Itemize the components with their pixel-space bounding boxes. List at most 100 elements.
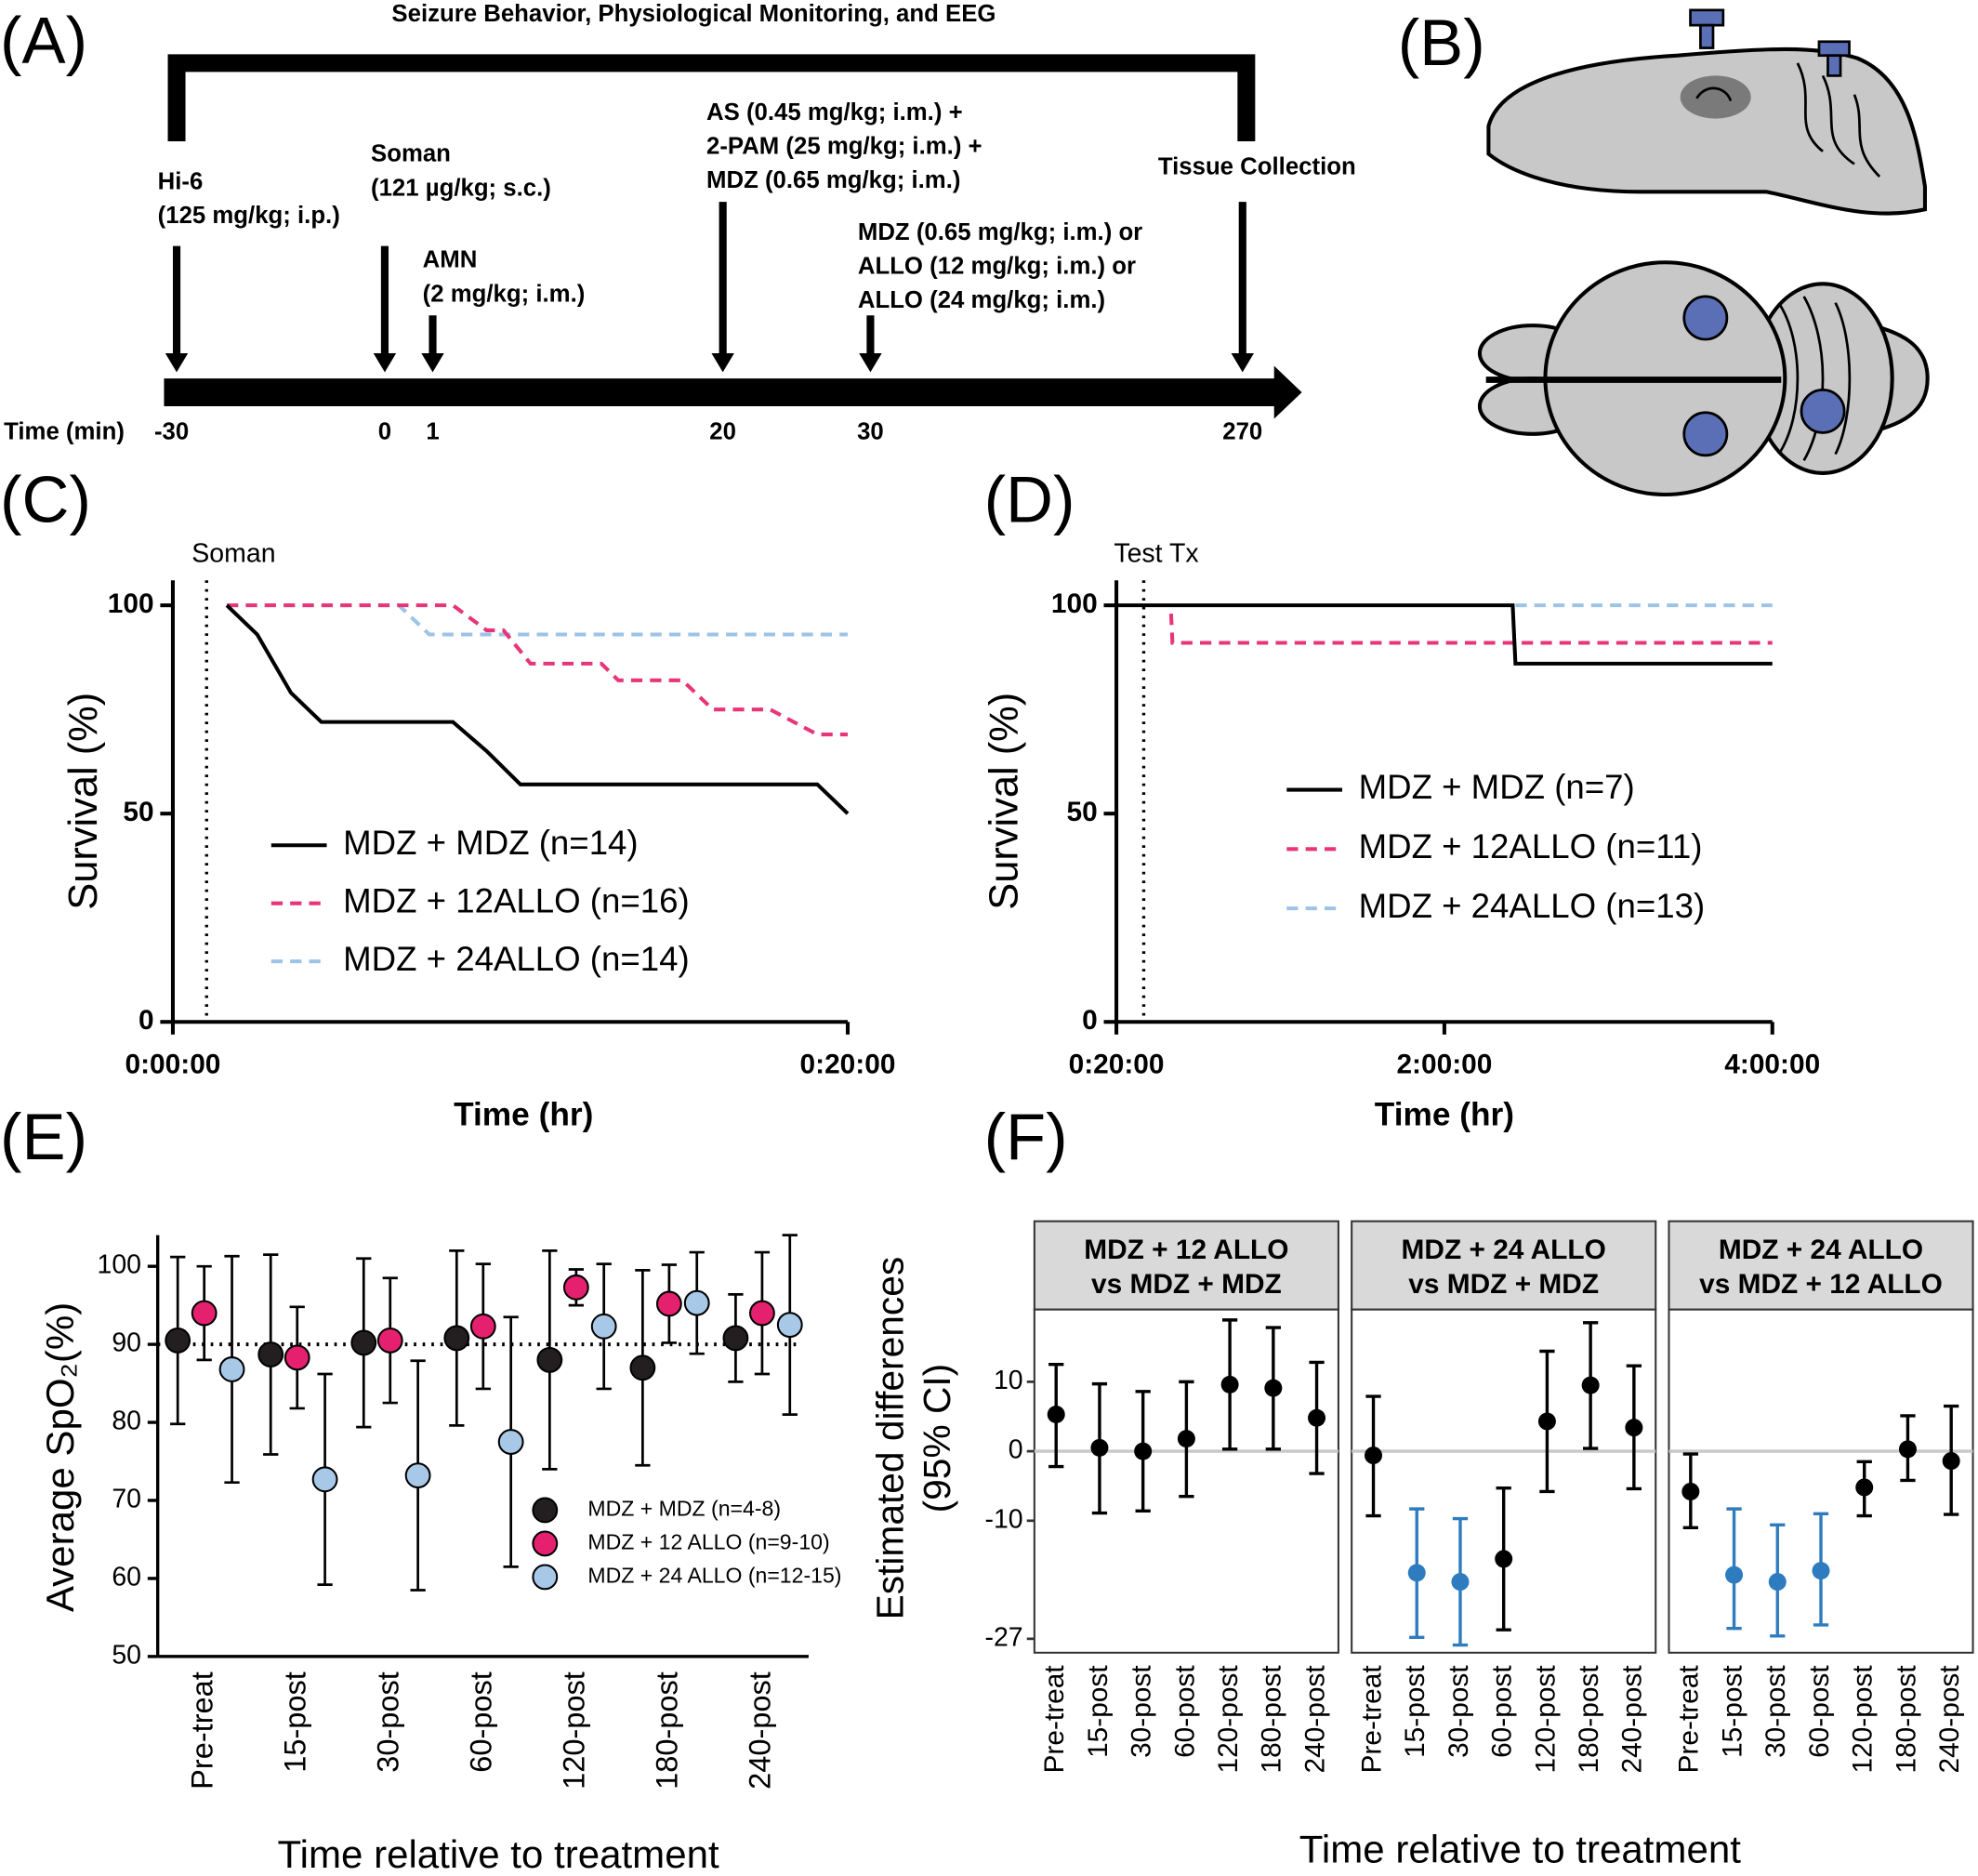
event-arrow-head — [859, 352, 882, 373]
event-label: ALLO (12 mg/kg; i.m.) or — [858, 254, 1136, 280]
x-tick-label: 15-post — [278, 1671, 311, 1773]
x-tick-label: 60-post — [1487, 1665, 1518, 1758]
x-tick-label: 240-post — [744, 1671, 777, 1790]
facet-title: vs MDZ + 12 ALLO — [1699, 1269, 1943, 1300]
data-point — [165, 1328, 191, 1354]
data-point — [311, 1466, 338, 1493]
facet-title: MDZ + 12 ALLO — [1084, 1235, 1288, 1265]
x-tick-label: 30-post — [1760, 1665, 1791, 1758]
hippocampus-curve — [1695, 86, 1733, 102]
x-tick-label: Pre-treat — [185, 1671, 218, 1790]
annotation: Test Tx — [1114, 539, 1198, 569]
y-tick-label: 50 — [1067, 797, 1098, 827]
data-point — [590, 1313, 617, 1340]
time-label: 0 — [378, 418, 391, 444]
x-tick-label: 2:00:00 — [1396, 1050, 1492, 1080]
event-label: ALLO (24 mg/kg; i.m.) — [858, 287, 1105, 313]
estimate-point — [1047, 1405, 1065, 1423]
y-tick-label: 50 — [123, 797, 153, 827]
time-axis — [164, 378, 1277, 406]
cerebellum-folds — [1777, 296, 1852, 462]
electrode-site — [1682, 411, 1729, 457]
x-tick-label: 120-post — [1848, 1665, 1879, 1774]
y-axis-label: (95% CI) — [916, 1364, 958, 1513]
estimate-point — [1090, 1438, 1109, 1457]
x-tick-label: 0:00:00 — [125, 1050, 221, 1080]
y-tick-label: -10 — [984, 1504, 1022, 1534]
x-tick-label: 0:20:00 — [1069, 1050, 1165, 1080]
event-label: (121 µg/kg; s.c.) — [371, 175, 551, 201]
y-tick-label: 100 — [98, 1250, 142, 1280]
y-tick-label: 100 — [108, 588, 154, 619]
data-point — [722, 1325, 749, 1352]
data-point — [443, 1325, 470, 1352]
estimate-point — [1537, 1412, 1556, 1431]
x-axis-label: Time (hr) — [1375, 1096, 1514, 1132]
data-point — [655, 1290, 682, 1317]
time-label: 1 — [426, 418, 439, 444]
panel-label: (E) — [0, 1100, 87, 1173]
survival-line — [1168, 614, 1773, 645]
electrode — [1699, 23, 1715, 49]
data-point — [404, 1462, 431, 1489]
survival-line — [1116, 603, 1773, 666]
estimate-point — [1495, 1550, 1513, 1568]
legend-swatch — [532, 1530, 559, 1557]
y-tick-label: 0 — [1082, 1005, 1098, 1036]
electrode-site — [1800, 388, 1846, 434]
facet-strip — [1033, 1220, 1339, 1311]
data-point — [284, 1344, 310, 1371]
y-tick-label: 50 — [112, 1640, 141, 1670]
x-tick-label: 180-post — [1574, 1665, 1604, 1774]
annotation: Soman — [191, 539, 275, 569]
y-tick-label: 60 — [112, 1562, 141, 1592]
data-point — [536, 1346, 563, 1373]
estimate-point — [1177, 1430, 1195, 1448]
event-label: MDZ (0.65 mg/kg; i.m.) — [706, 167, 960, 193]
x-tick-label: 240-post — [1934, 1665, 1965, 1774]
event-label: Hi-6 — [158, 169, 204, 195]
facet-strip — [1351, 1220, 1657, 1311]
data-point — [776, 1312, 803, 1339]
estimate-point — [1812, 1562, 1830, 1580]
y-tick-label: 0 — [138, 1005, 154, 1036]
event-arrow — [380, 245, 389, 356]
survival-line — [225, 603, 850, 815]
estimate-point — [1681, 1482, 1700, 1500]
x-tick-label: 30-post — [1444, 1665, 1474, 1758]
event-arrow-head — [711, 352, 734, 373]
x-tick-label: 60-post — [1804, 1665, 1835, 1758]
y-tick-label: 70 — [112, 1485, 141, 1514]
estimate-point — [1134, 1442, 1153, 1460]
electrode — [1817, 40, 1851, 58]
panel-label: (C) — [0, 462, 91, 535]
panel-label: (D) — [984, 462, 1075, 535]
x-tick-label: 15-post — [1717, 1665, 1747, 1758]
x-tick-label: Pre-treat — [1356, 1665, 1387, 1774]
survival-line — [227, 603, 849, 637]
event-arrow-head — [373, 352, 397, 373]
data-point — [497, 1429, 524, 1455]
x-tick-label: 120-post — [1213, 1665, 1244, 1774]
data-point — [376, 1328, 403, 1354]
event-arrow — [429, 315, 437, 356]
legend-label: MDZ + MDZ (n=14) — [343, 824, 638, 862]
time-label: 270 — [1222, 418, 1262, 444]
x-axis-label: Time relative to treatment — [1299, 1827, 1741, 1870]
event-label: AS (0.45 mg/kg; i.m.) + — [706, 99, 963, 126]
data-point — [191, 1300, 218, 1327]
data-point — [629, 1354, 656, 1381]
event-label: MDZ (0.65 mg/kg; i.m.) or — [858, 219, 1142, 245]
legend-label: MDZ + MDZ (n=4-8) — [587, 1497, 781, 1521]
brain-sagittal — [1486, 46, 1927, 216]
x-tick-label: 180-post — [650, 1671, 683, 1790]
electrode-site — [1682, 295, 1729, 341]
event-arrow — [719, 202, 727, 356]
estimate-point — [1942, 1452, 1960, 1471]
x-tick-label: 60-post — [464, 1671, 497, 1773]
estimate-point — [1365, 1447, 1383, 1465]
event-label: Soman — [371, 141, 451, 167]
x-tick-label: 180-post — [1257, 1665, 1287, 1774]
legend-swatch — [532, 1497, 559, 1524]
estimate-point — [1264, 1379, 1283, 1397]
